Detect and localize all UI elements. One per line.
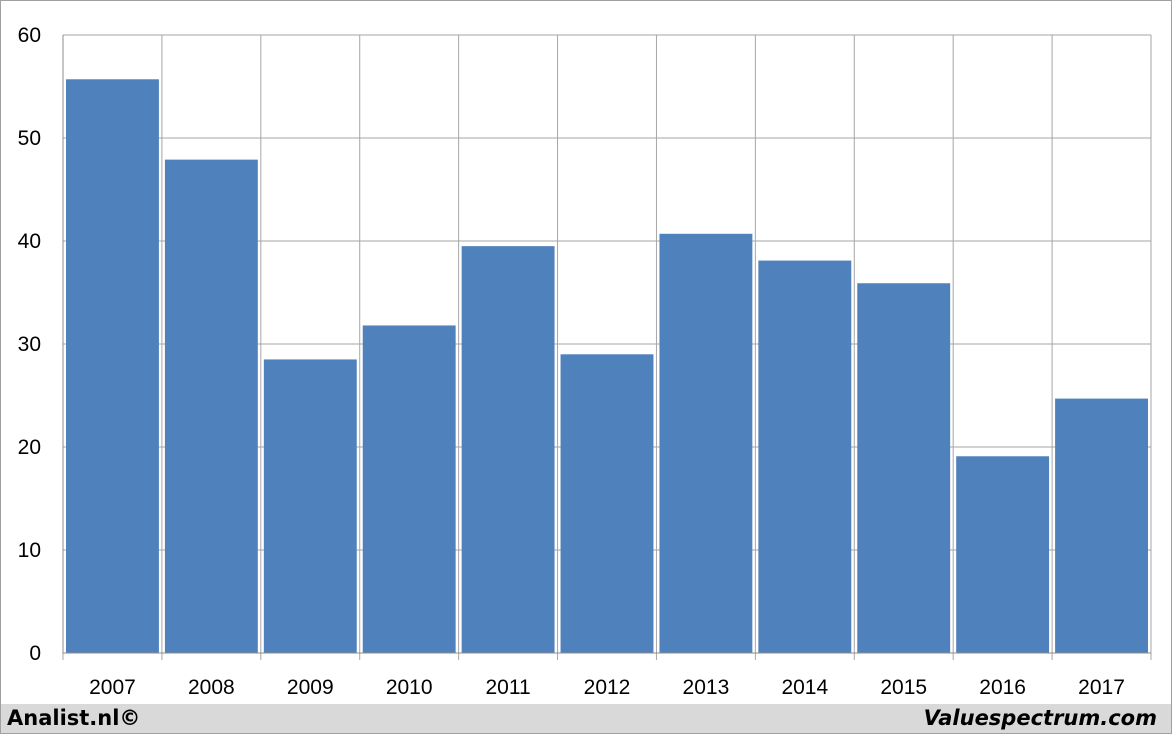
y-tick-label: 10 — [18, 539, 41, 562]
brand-label: Valuespectrum.com — [923, 706, 1157, 730]
bar — [659, 233, 753, 654]
x-tick-label: 2014 — [781, 676, 828, 699]
bar — [461, 246, 555, 653]
bar — [66, 79, 159, 654]
bar-chart: 0 10 20 30 40 50 60 2007 2008 2009 2010 2011 2012 201… — [18, 24, 1152, 699]
x-tick-label: 2008 — [188, 676, 235, 699]
bar — [956, 456, 1050, 653]
y-tick-label: 20 — [18, 436, 41, 459]
bar — [560, 354, 654, 653]
bar — [263, 359, 357, 653]
bar — [164, 159, 258, 653]
x-tick-label: 2010 — [386, 676, 433, 699]
x-tick-label: 2007 — [89, 676, 136, 699]
x-tick-label: 2015 — [880, 676, 927, 699]
x-tick-label: 2013 — [683, 676, 730, 699]
y-tick-label: 40 — [18, 230, 41, 253]
footer-bar: Analist.nl© Valuespectrum.com — [1, 704, 1171, 733]
bar — [857, 283, 951, 653]
y-tick-label: 60 — [18, 24, 41, 47]
x-tick-label: 2016 — [979, 676, 1026, 699]
bar — [1055, 398, 1148, 653]
bar — [758, 260, 852, 653]
x-tick-label: 2011 — [486, 676, 531, 699]
source-label: Analist.nl© — [7, 706, 141, 730]
y-tick-label: 50 — [18, 127, 41, 150]
y-tick-label: 30 — [18, 333, 41, 356]
x-tick-label: 2017 — [1078, 676, 1125, 699]
x-tick-label: 2009 — [287, 676, 334, 699]
y-tick-label: 0 — [29, 642, 41, 665]
bar — [362, 325, 456, 653]
x-tick-label: 2012 — [584, 676, 631, 699]
